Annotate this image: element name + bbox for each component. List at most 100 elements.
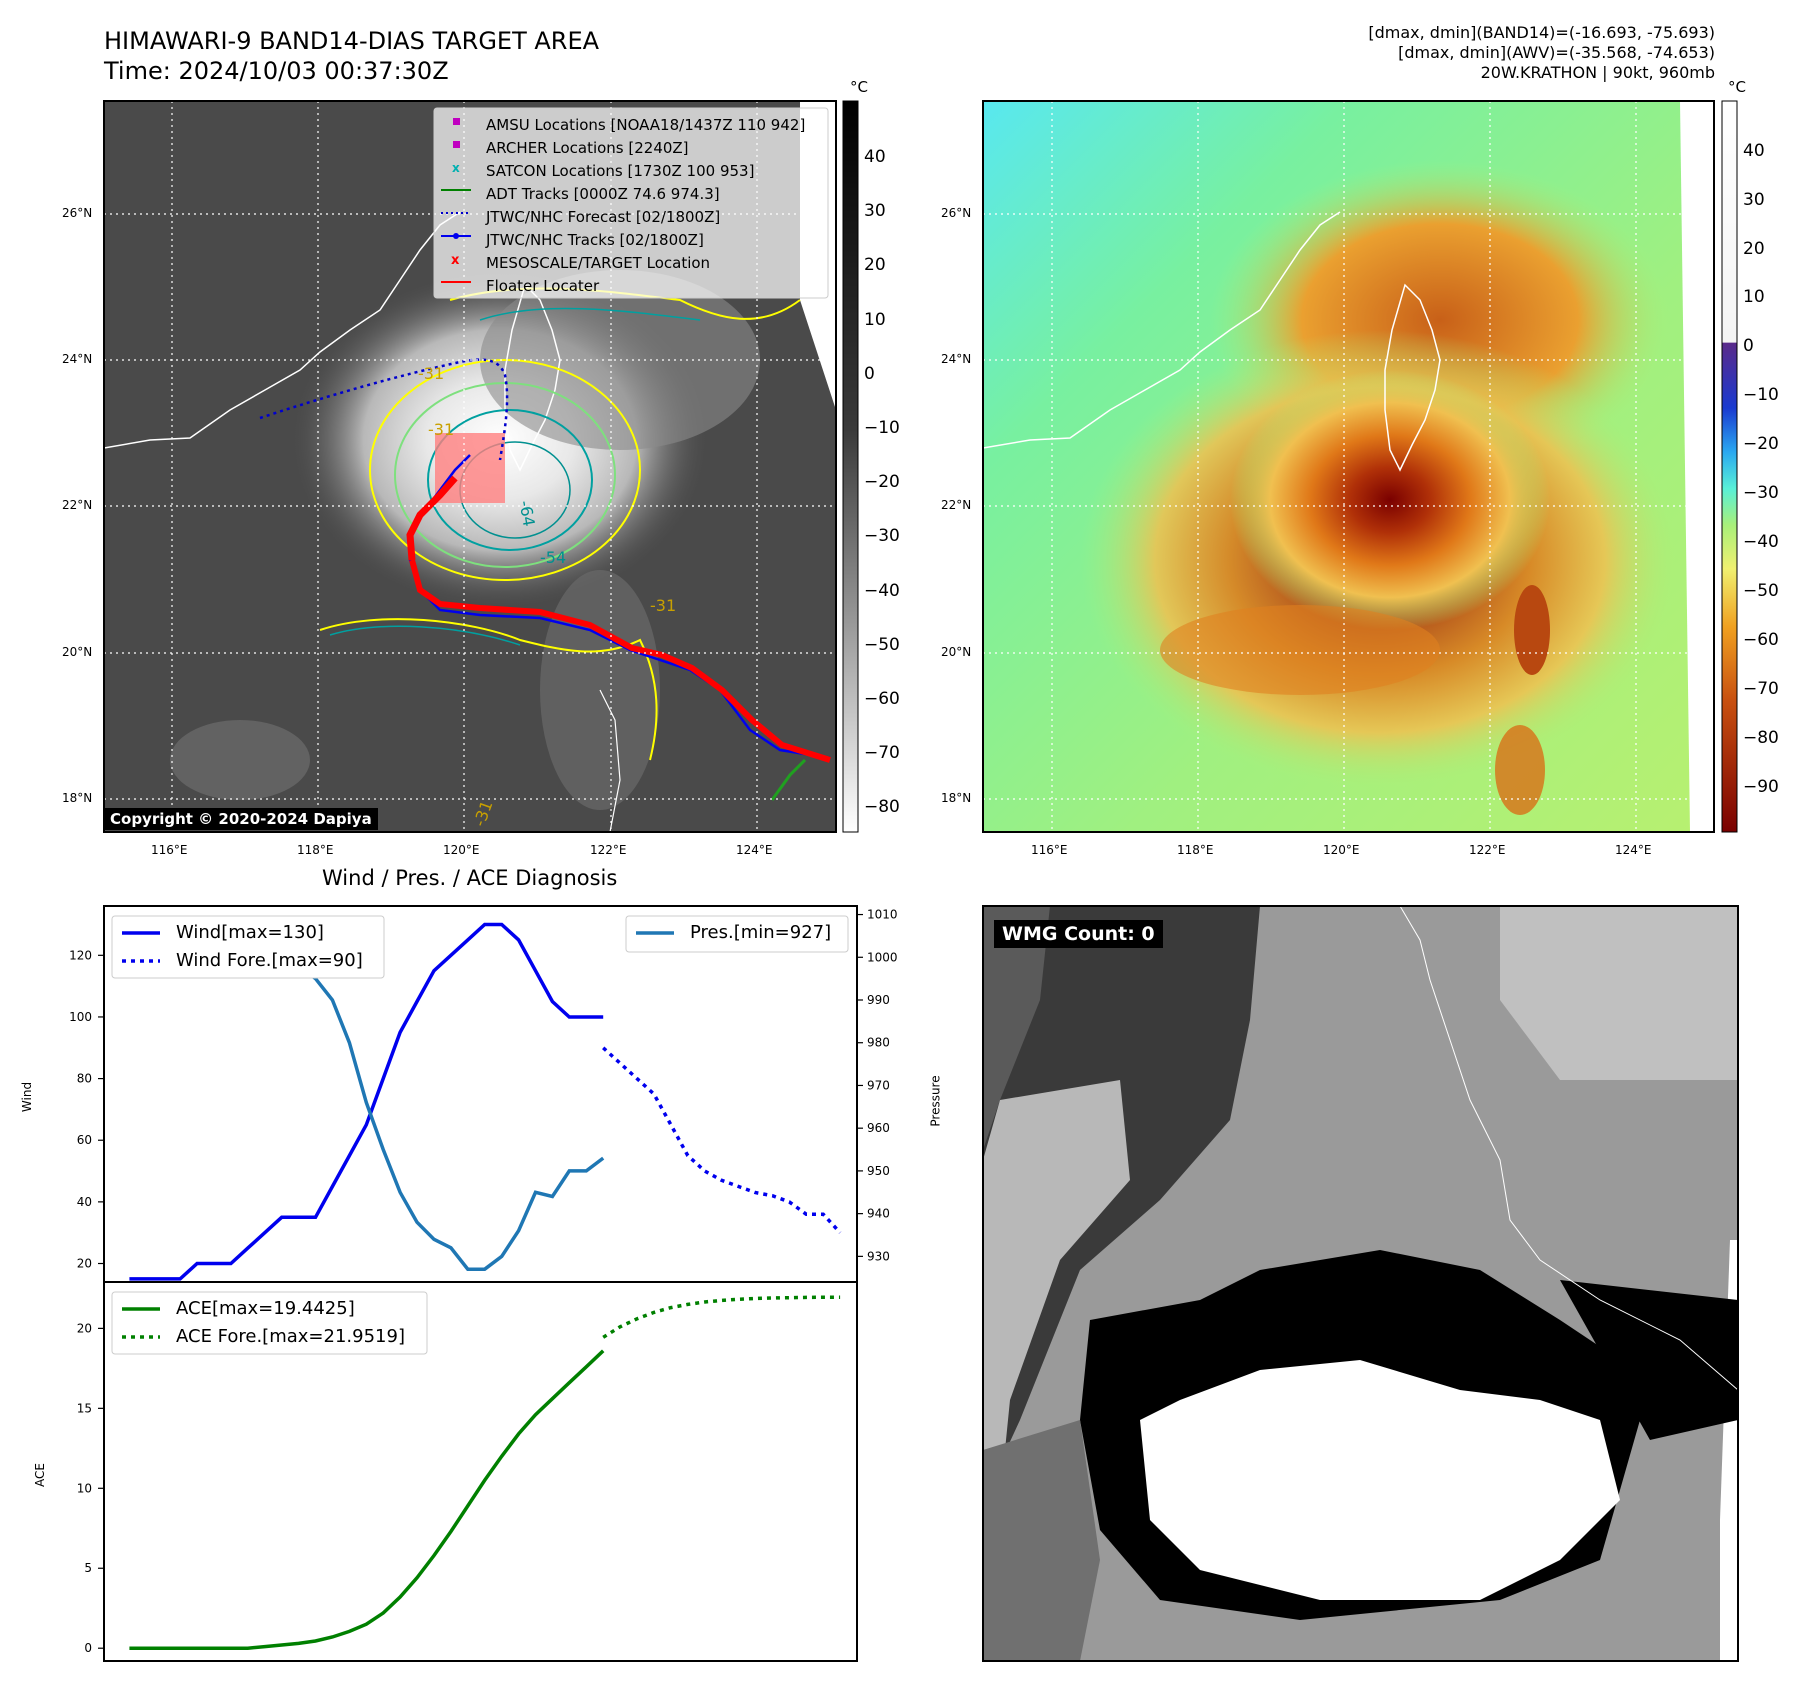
- y-tick-label: 40: [77, 1195, 92, 1209]
- contour-label: -31: [418, 364, 445, 383]
- ace-legend-box: [111, 1291, 428, 1355]
- legend-target-marker: x: [451, 253, 460, 268]
- y-tick-label: 5: [84, 1561, 92, 1575]
- y-tick-label: 0: [84, 1641, 92, 1655]
- y2-tick-label: 950: [867, 1164, 890, 1178]
- contour-label: -54: [540, 548, 567, 567]
- chart-legend-marks: [122, 931, 674, 1339]
- info-band14: [dmax, dmin](BAND14)=(-16.693, -75.693): [1368, 23, 1715, 42]
- ir-legend-labels: AMSU Locations [NOAA18/1437Z 110 942] AR…: [486, 114, 805, 298]
- colorbar-tick: −90: [1743, 777, 1779, 797]
- awv-no-data-region: [1680, 101, 1714, 832]
- wmg-coastline: [1399, 905, 1739, 1391]
- colorbar-tick: −40: [864, 581, 900, 601]
- y-tick-label: 100: [69, 1010, 92, 1024]
- awv-colorbar: [1721, 100, 1738, 833]
- legend-wind-fore-label: Wind Fore.[max=90]: [176, 950, 363, 971]
- lon-label: 122°E: [590, 843, 627, 857]
- series-line-wind-fore-: [602, 1046, 842, 1234]
- legend-wind-label: Wind[max=130]: [176, 922, 324, 943]
- colorbar-tick: 10: [1743, 287, 1765, 307]
- series-line-ace: [129, 1349, 605, 1650]
- diagnosis-chart-title: Wind / Pres. / ACE Diagnosis: [322, 866, 618, 890]
- ir-legend-marks: x x: [441, 118, 471, 283]
- colorbar-tick: −10: [864, 418, 900, 438]
- y-tick-label: 60: [77, 1133, 92, 1147]
- ir-coastline-china: [104, 211, 461, 449]
- lat-label: 20°N: [941, 645, 972, 659]
- ir-coastline-taiwan: [504, 283, 561, 472]
- colorbar-tick: 0: [1743, 336, 1754, 356]
- lon-label: 116°E: [1031, 843, 1068, 857]
- info-awv: [dmax, dmin](AWV)=(-35.568, -74.653): [1398, 43, 1715, 62]
- legend-satcon-label: SATCON Locations [1730Z 100 953]: [486, 162, 755, 180]
- wmg-panel: [982, 905, 1739, 1662]
- awv-map-panel: [982, 100, 1715, 833]
- series-line-wind: [129, 922, 604, 1281]
- pressure-legend-box: [625, 915, 849, 953]
- page-title: HIMAWARI-9 BAND14-DIAS TARGET AREA: [104, 27, 600, 55]
- colorbar-tick: −60: [1743, 630, 1779, 650]
- colorbar-tick: 20: [1743, 239, 1765, 259]
- awv-coastline-china: [983, 211, 1341, 449]
- colorbar-tick: 20: [864, 255, 886, 275]
- lat-label: 20°N: [62, 645, 93, 659]
- legend-archer-marker: [453, 141, 460, 148]
- lat-label: 26°N: [62, 206, 93, 220]
- y2-tick-label: 960: [867, 1121, 890, 1135]
- colorbar-tick: 30: [1743, 190, 1765, 210]
- y-tick-label: 20: [77, 1321, 92, 1335]
- lat-label: 22°N: [62, 498, 93, 512]
- awv-gridlines: [983, 101, 1714, 832]
- wmg-core: [1140, 1360, 1620, 1600]
- legend-adt-label: ADT Tracks [0000Z 74.6 974.3]: [486, 185, 720, 203]
- ir-legend: [433, 107, 829, 299]
- y2-tick-label: 970: [867, 1078, 890, 1092]
- y-tick-label: 15: [77, 1401, 92, 1415]
- y2-tick-label: 1010: [867, 908, 898, 922]
- y-tick-label: 80: [77, 1072, 92, 1086]
- legend-floater-label: Floater Locater: [486, 277, 600, 295]
- y2-tick-label: 990: [867, 993, 890, 1007]
- colorbar-tick: −40: [1743, 532, 1779, 552]
- contour-label: -31: [428, 420, 455, 439]
- legend-forecast-label: JTWC/NHC Forecast [02/1800Z]: [486, 208, 721, 226]
- lat-label: 18°N: [941, 791, 972, 805]
- awv-coastline-taiwan: [1384, 283, 1441, 472]
- colorbar-tick: 30: [864, 201, 886, 221]
- colorbar-tick: 0: [864, 364, 875, 384]
- colorbar-tick: −50: [864, 635, 900, 655]
- ir-contour-31: [369, 359, 641, 581]
- ace-axis-ticks: 0 5 10 15 20: [77, 1321, 104, 1655]
- wind-axis-label: Wind: [20, 1081, 35, 1113]
- lat-label: 22°N: [941, 498, 972, 512]
- legend-ace-fore-label: ACE Fore.[max=21.9519]: [176, 1326, 405, 1347]
- colorbar-tick: −30: [1743, 483, 1779, 503]
- colorbar-tick: −20: [1743, 434, 1779, 454]
- lon-label: 122°E: [1469, 843, 1506, 857]
- lat-label: 26°N: [941, 206, 972, 220]
- lat-label: 24°N: [941, 352, 972, 366]
- ace-axis-label: ACE: [32, 1463, 47, 1487]
- ir-unit-label: °C: [850, 78, 868, 96]
- legend-amsu-label: AMSU Locations [NOAA18/1437Z 110 942]: [486, 116, 806, 134]
- lon-label: 118°E: [1177, 843, 1214, 857]
- ace-series-layer: [129, 1295, 841, 1650]
- ir-adt-track: [770, 758, 807, 801]
- legend-target-label: MESOSCALE/TARGET Location: [486, 254, 711, 272]
- legend-ace-label: ACE[max=19.4425]: [176, 1298, 355, 1319]
- y2-tick-label: 980: [867, 1036, 890, 1050]
- lon-label: 120°E: [443, 843, 480, 857]
- colorbar-tick: 40: [864, 147, 886, 167]
- info-storm: 20W.KRATHON | 90kt, 960mb: [1480, 63, 1715, 82]
- colorbar-tick: −10: [1743, 385, 1779, 405]
- y2-tick-label: 1000: [867, 950, 898, 964]
- wind-axis-ticks: 20 40 60 80 100 120: [69, 948, 104, 1271]
- y2-tick-label: 930: [867, 1249, 890, 1263]
- colorbar-tick: −60: [864, 689, 900, 709]
- y2-tick-label: 940: [867, 1207, 890, 1221]
- lon-label: 124°E: [736, 843, 773, 857]
- pressure-axis-ticks: 930 940 950 960 970 980 990 1000 1010: [857, 908, 898, 1263]
- ir-forecast-track: [259, 358, 509, 461]
